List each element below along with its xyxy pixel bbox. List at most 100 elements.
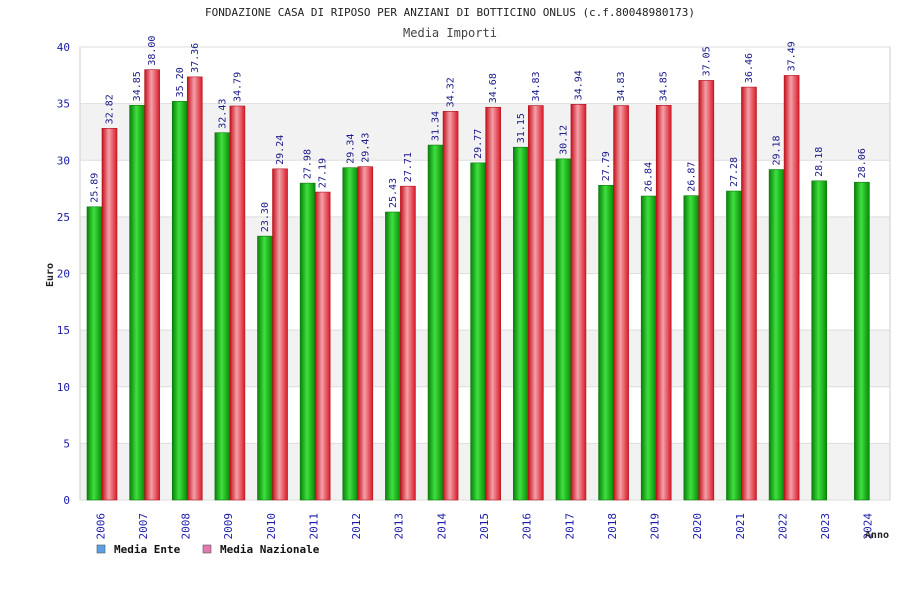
value-label-ente: 29.77 bbox=[473, 129, 484, 159]
x-tick-label: 2019 bbox=[649, 513, 662, 540]
value-label-nazionale: 27.19 bbox=[318, 158, 329, 188]
legend-swatch-nazionale bbox=[202, 544, 212, 554]
bar-media-ente bbox=[299, 182, 316, 501]
bar-media-ente bbox=[555, 158, 572, 501]
bar-media-ente bbox=[171, 101, 188, 501]
bar-media-nazionale bbox=[186, 76, 203, 501]
value-label-nazionale: 34.32 bbox=[446, 77, 457, 107]
bar-media-ente bbox=[513, 146, 529, 501]
chart-subtitle: Media Importi bbox=[403, 26, 497, 40]
x-tick-label: 2015 bbox=[478, 513, 491, 540]
x-tick-label: 2006 bbox=[94, 513, 107, 540]
legend-label-ente: Media Ente bbox=[114, 543, 181, 556]
bar-media-ente bbox=[726, 190, 742, 501]
x-tick-label: 2024 bbox=[862, 513, 875, 540]
value-label-nazionale: 29.24 bbox=[275, 135, 286, 165]
legend-label-nazionale: Media Nazionale bbox=[220, 543, 320, 556]
x-tick-label: 2014 bbox=[435, 513, 448, 540]
x-tick-label: 2010 bbox=[265, 513, 278, 540]
value-label-nazionale: 38.00 bbox=[147, 36, 158, 66]
bar-media-ente bbox=[385, 211, 401, 501]
bar-media-ente bbox=[86, 206, 103, 501]
bar-media-ente bbox=[640, 195, 657, 501]
bar-media-ente bbox=[768, 169, 785, 501]
value-label-ente: 25.43 bbox=[388, 178, 399, 208]
x-tick-label: 2017 bbox=[563, 513, 576, 540]
x-axis-ticks: 2006 2007 2008 2009 2010 2011 2012 2013 2014 2015… bbox=[94, 513, 874, 540]
y-axis-ticks: 0 5 10 15 20 25 30 35 40 bbox=[57, 41, 70, 507]
x-tick-label: 2018 bbox=[606, 513, 619, 540]
legend: Media Ente Media Nazionale bbox=[96, 543, 320, 556]
bar-media-nazionale bbox=[101, 128, 118, 501]
bar-media-ente bbox=[342, 167, 359, 501]
value-label-nazionale: 34.68 bbox=[488, 73, 499, 103]
value-label-nazionale: 29.43 bbox=[360, 133, 371, 163]
bar-media-nazionale bbox=[144, 69, 160, 501]
value-label-nazionale: 34.85 bbox=[659, 71, 670, 101]
bar-media-nazionale bbox=[442, 111, 459, 501]
x-tick-label: 2008 bbox=[180, 513, 193, 540]
y-tick-label: 15 bbox=[57, 324, 70, 337]
bar-media-nazionale bbox=[400, 185, 416, 501]
bar-media-nazionale bbox=[528, 105, 544, 501]
x-tick-label: 2007 bbox=[137, 513, 150, 540]
value-label-ente: 29.34 bbox=[345, 134, 356, 164]
x-tick-label: 2011 bbox=[307, 513, 320, 540]
value-label-nazionale: 32.82 bbox=[105, 94, 116, 124]
legend-swatch-ente bbox=[96, 544, 106, 554]
y-tick-label: 0 bbox=[63, 494, 70, 507]
value-label-ente: 31.34 bbox=[431, 111, 442, 141]
value-label-ente: 32.43 bbox=[217, 99, 228, 129]
value-label-ente: 25.89 bbox=[90, 173, 101, 203]
bar-media-nazionale bbox=[783, 75, 800, 501]
value-labels: 25.89 32.82 34.85 38.00 35.20 37.36 32.43 34.79… bbox=[90, 36, 868, 233]
value-label-ente: 27.79 bbox=[601, 151, 612, 181]
value-label-nazionale: 34.94 bbox=[573, 70, 584, 100]
bar-media-ente bbox=[427, 144, 444, 501]
value-label-ente: 27.98 bbox=[303, 149, 314, 179]
y-tick-label: 40 bbox=[57, 41, 70, 54]
value-label-ente: 31.15 bbox=[516, 113, 527, 143]
value-label-ente: 26.84 bbox=[644, 162, 655, 192]
x-axis-label: Anno bbox=[865, 530, 889, 541]
x-tick-label: 2023 bbox=[819, 513, 832, 540]
value-label-ente: 28.18 bbox=[814, 147, 825, 177]
value-label-ente: 23.30 bbox=[260, 202, 271, 232]
value-label-nazionale: 27.71 bbox=[403, 152, 414, 182]
bar-media-ente bbox=[470, 162, 486, 501]
value-label-nazionale: 36.46 bbox=[744, 53, 755, 83]
value-label-ente: 30.12 bbox=[558, 125, 569, 155]
value-label-nazionale: 37.36 bbox=[190, 43, 201, 73]
bar-media-ente bbox=[854, 181, 870, 501]
bar-media-nazionale bbox=[314, 191, 331, 501]
bar-media-ente bbox=[129, 105, 145, 501]
bar-media-ente bbox=[257, 235, 273, 501]
x-tick-label: 2009 bbox=[222, 513, 235, 540]
bar-media-nazionale bbox=[485, 106, 501, 501]
value-label-nazionale: 34.83 bbox=[531, 71, 542, 101]
y-axis-label: Euro bbox=[45, 263, 56, 287]
y-tick-label: 30 bbox=[57, 154, 70, 167]
y-tick-label: 20 bbox=[57, 268, 70, 281]
x-tick-label: 2013 bbox=[393, 513, 406, 540]
x-tick-label: 2020 bbox=[691, 513, 704, 540]
y-tick-label: 35 bbox=[57, 98, 70, 111]
chart-title: FONDAZIONE CASA DI RIPOSO PER ANZIANI DI… bbox=[205, 6, 695, 19]
bar-media-nazionale bbox=[741, 86, 757, 501]
value-label-nazionale: 37.05 bbox=[701, 46, 712, 76]
bar-media-nazionale bbox=[272, 168, 288, 501]
bar-media-ente bbox=[598, 184, 614, 501]
x-tick-label: 2022 bbox=[776, 513, 789, 540]
bar-media-nazionale bbox=[357, 166, 374, 501]
value-label-ente: 27.28 bbox=[729, 157, 740, 187]
bar-media-nazionale bbox=[698, 80, 715, 501]
bars bbox=[86, 69, 870, 501]
bar-media-nazionale bbox=[613, 105, 629, 501]
value-label-nazionale: 37.49 bbox=[787, 41, 798, 71]
value-label-ente: 26.87 bbox=[686, 162, 697, 192]
x-tick-label: 2016 bbox=[521, 513, 534, 540]
bar-media-ente bbox=[214, 132, 231, 501]
y-tick-label: 10 bbox=[57, 381, 70, 394]
value-label-ente: 29.18 bbox=[772, 135, 783, 165]
